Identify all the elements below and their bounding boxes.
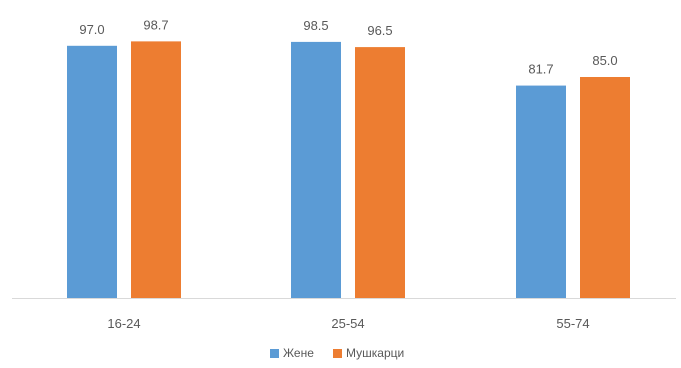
- data-label: 81.7: [528, 62, 553, 77]
- bar-series1-16-24: [67, 46, 117, 298]
- bar-series2-16-24: [131, 41, 181, 298]
- legend-label: Жене: [283, 346, 314, 360]
- data-label: 85.0: [592, 53, 617, 68]
- bar-series1-55-74: [516, 86, 566, 298]
- bars-layer: [67, 41, 630, 298]
- data-label: 96.5: [367, 23, 392, 38]
- data-label: 97.0: [79, 22, 104, 37]
- x-tick-label: 55-74: [556, 316, 589, 331]
- legend-swatch: [270, 349, 279, 358]
- legend: Жене Мушкарци: [270, 346, 404, 360]
- x-tick-label: 25-54: [331, 316, 364, 331]
- bar-series1-25-54: [291, 42, 341, 298]
- data-label: 98.5: [303, 18, 328, 33]
- legend-swatch: [333, 349, 342, 358]
- data-label: 98.7: [143, 17, 168, 32]
- x-tick-labels: 16-24 25-54 55-74: [107, 316, 589, 331]
- x-tick-label: 16-24: [107, 316, 140, 331]
- bar-series2-25-54: [355, 47, 405, 298]
- legend-label: Мушкарци: [346, 346, 404, 360]
- bar-series2-55-74: [580, 77, 630, 298]
